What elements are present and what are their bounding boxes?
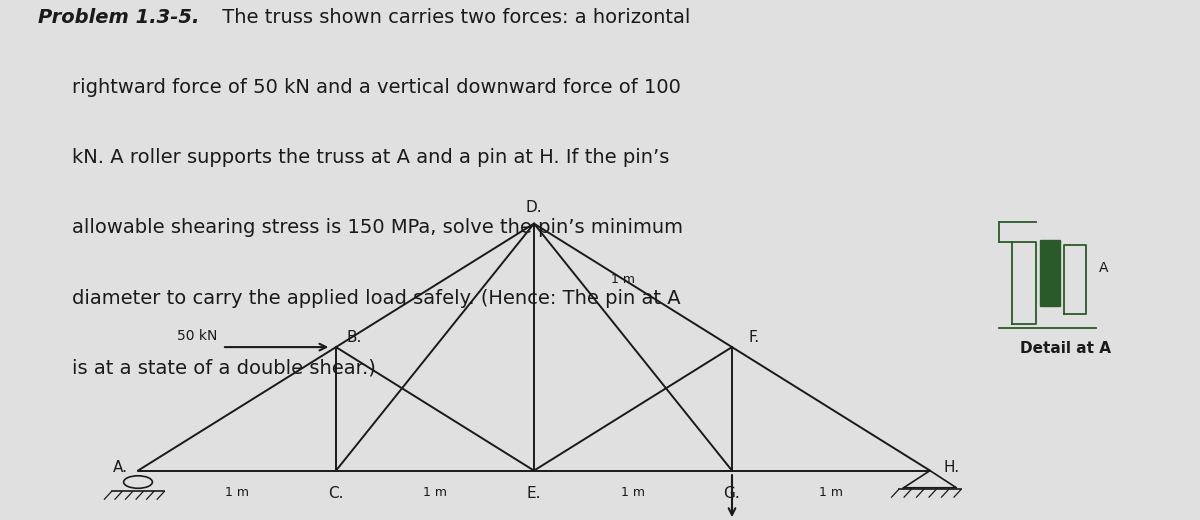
- Polygon shape: [1040, 240, 1060, 306]
- Text: is at a state of a double shear.): is at a state of a double shear.): [72, 359, 376, 378]
- Text: The truss shown carries two forces: a horizontal: The truss shown carries two forces: a ho…: [216, 8, 690, 27]
- Text: 1 m: 1 m: [611, 272, 635, 285]
- Text: rightward force of 50 kN and a vertical downward force of 100: rightward force of 50 kN and a vertical …: [72, 78, 680, 97]
- Text: 1 m: 1 m: [622, 486, 646, 499]
- Text: F.: F.: [748, 330, 760, 345]
- Text: D.: D.: [526, 201, 542, 215]
- Text: Problem 1.3-5.: Problem 1.3-5.: [38, 8, 199, 27]
- Text: kN. A roller supports the truss at A and a pin at H. If the pin’s: kN. A roller supports the truss at A and…: [72, 148, 670, 167]
- Text: E.: E.: [527, 487, 541, 501]
- Text: B.: B.: [347, 330, 361, 345]
- Text: 1 m: 1 m: [226, 486, 250, 499]
- Text: 1 m: 1 m: [818, 486, 842, 499]
- Text: G.: G.: [724, 487, 740, 501]
- Text: diameter to carry the applied load safely. (Hence: The pin at A: diameter to carry the applied load safel…: [72, 289, 680, 308]
- Text: 50 kN: 50 kN: [176, 329, 217, 343]
- Text: Detail at A: Detail at A: [1020, 341, 1111, 356]
- Text: C.: C.: [329, 487, 343, 501]
- Text: 1 m: 1 m: [424, 486, 446, 499]
- Text: H.: H.: [943, 461, 960, 475]
- Text: A.: A.: [113, 461, 127, 475]
- Text: allowable shearing stress is 150 MPa, solve the pin’s minimum: allowable shearing stress is 150 MPa, so…: [72, 218, 683, 238]
- Text: A: A: [1099, 261, 1108, 275]
